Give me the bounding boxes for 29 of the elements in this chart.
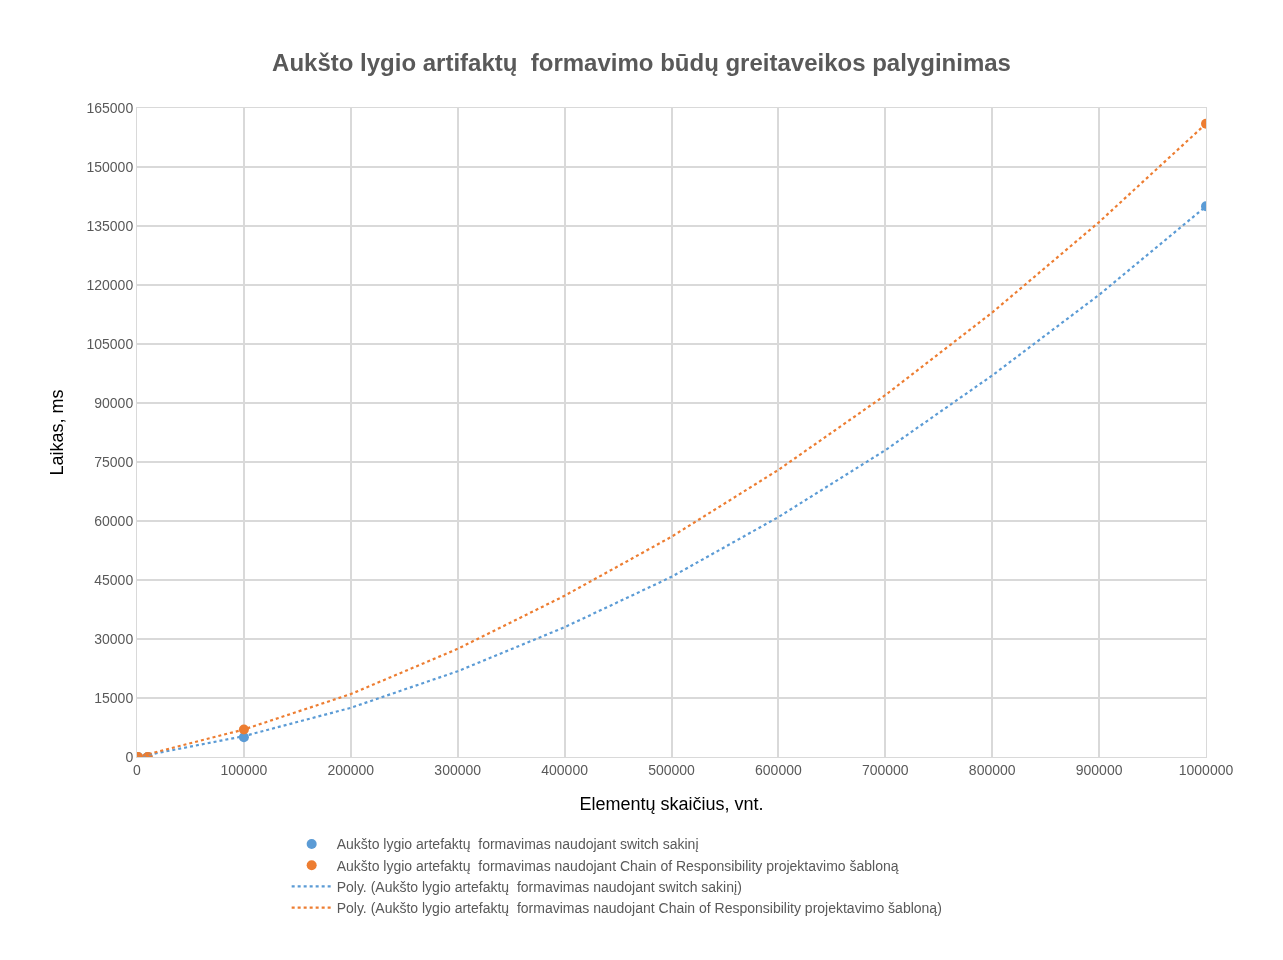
x-tick-label: 500000 <box>648 761 696 778</box>
x-tick-label: 100000 <box>220 761 268 778</box>
x-tick-label: 800000 <box>968 761 1016 778</box>
x-tick-label: 600000 <box>755 761 802 778</box>
x-tick-label: 200000 <box>327 761 375 778</box>
legend-label: Poly. (Aukšto lygio artefaktų formavimas naudojant switch sakinį) <box>336 878 742 895</box>
y-tick-label: 105000 <box>86 335 134 352</box>
x-tick-label: 1000000 <box>1178 761 1234 778</box>
y-tick-label: 15000 <box>94 689 134 706</box>
x-tick-label: 900000 <box>1075 761 1123 778</box>
y-tick-label: 60000 <box>94 512 134 529</box>
y-axis-title: Laikas, ms <box>46 389 67 476</box>
chart-title: Aukšto lygio artifaktų formavimo būdų greitaveikos palyginimas <box>272 48 1011 76</box>
legend-label: Aukšto lygio artefaktų formavimas naudojant switch sakinį <box>336 836 699 853</box>
y-tick-label: 0 <box>125 748 134 765</box>
y-tick-label: 75000 <box>94 453 134 470</box>
y-tick-label: 120000 <box>86 276 134 293</box>
y-tick-label: 165000 <box>86 99 134 116</box>
x-tick-label: 400000 <box>541 761 589 778</box>
x-axis-title: Elementų skaičius, vnt. <box>579 793 764 814</box>
y-tick-label: 90000 <box>94 394 134 411</box>
legend-label: Aukšto lygio artefaktų formavimas naudojant Chain of Responsibility projektavimo šabloną <box>336 857 899 874</box>
y-tick-label: 135000 <box>86 217 134 234</box>
y-tick-label: 30000 <box>94 630 134 647</box>
x-tick-label: 700000 <box>861 761 909 778</box>
y-tick-label: 150000 <box>86 158 134 175</box>
y-tick-label: 45000 <box>94 571 134 588</box>
x-tick-label: 300000 <box>434 761 482 778</box>
legend-label: Poly. (Aukšto lygio artefaktų formavimas naudojant Chain of Responsibility projektavimo šabloną) <box>336 900 942 917</box>
